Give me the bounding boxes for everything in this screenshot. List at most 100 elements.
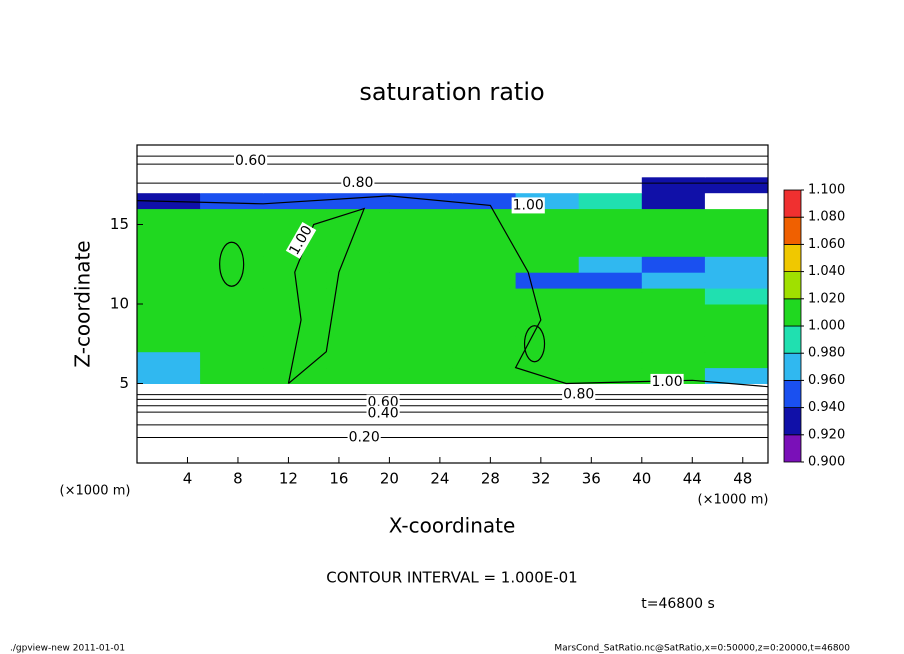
heatmap-cell [200,447,264,464]
heatmap-cell [200,256,264,273]
heatmap-cell [704,224,769,241]
y-tick-label: 10 [110,295,129,313]
heatmap-cell [704,415,769,432]
heatmap-cell [389,304,453,321]
heatmap-cell [263,367,327,384]
colorbar-swatch [783,189,802,218]
x-tick-label: 32 [531,470,550,488]
contour-line [523,325,546,363]
heatmap-cell [704,208,769,225]
contour-label-bg [650,373,684,390]
heatmap-cell [137,351,201,369]
heatmap-cell [578,351,643,369]
heatmap-cell [641,304,706,321]
contour-label-bg [341,175,375,192]
contour-label-bg [233,152,268,169]
heatmap-cell [389,447,453,464]
heatmap-cell [704,319,769,337]
heatmap-cell [578,447,643,464]
time-label: t=46800 s [641,596,715,612]
heatmap-cell [452,272,517,289]
heatmap-cell [200,431,264,448]
colorbar-swatch [783,298,802,327]
colorbar-label: 0.940 [808,400,845,415]
colorbar-label: 1.060 [808,237,845,252]
heatmap-cell [263,383,327,400]
heatmap-cell [452,176,517,194]
heatmap-cell [578,367,643,384]
colorbar-swatch [783,379,802,408]
heatmap-cell [515,304,580,321]
heatmap-cell [389,288,453,305]
contour-label-bg [366,405,400,422]
heatmap-cell [452,192,517,210]
heatmap-cell [578,335,643,353]
x-tick-label: 36 [582,470,601,488]
colorbar-swatch [783,325,802,354]
contour-label-bg [511,197,545,214]
heatmap-cell [641,335,706,353]
heatmap-cell [389,160,453,178]
heatmap-cell [515,319,580,337]
heatmap-cell [515,431,580,448]
heatmap-cell [515,367,580,384]
heatmap-cell [452,415,517,432]
heatmap-cell [641,399,706,416]
contour-label: 1.00 [513,197,544,213]
colorbar-swatch [783,407,802,436]
heatmap-cell [641,160,706,178]
heatmap-cell [263,415,327,432]
heatmap-cell [137,367,201,384]
heatmap-cell [389,240,453,257]
colorbar-label: 0.960 [808,373,845,388]
contour-label: 0.80 [563,387,594,403]
heatmap-cell [389,176,453,194]
x-tick-label: 40 [632,470,651,488]
heatmap-cell [578,288,643,305]
heatmap-cell [326,272,390,289]
heatmap-cell [137,335,201,353]
heatmap-cell [452,447,517,464]
heatmap-cell [137,399,201,416]
heatmap-cell [641,351,706,369]
heatmap-cell [578,415,643,432]
heatmap-cell [704,383,769,400]
heatmap-cell [200,240,264,257]
x-tick-label: 44 [683,470,702,488]
heatmap-cell [704,335,769,353]
heatmap-cell [578,272,643,289]
heatmap-cell [263,335,327,353]
contour-interval: CONTOUR INTERVAL = 1.000E-01 [326,569,577,587]
chart-title: saturation ratio [359,78,544,106]
colorbar-swatch [783,216,802,245]
heatmap-cell [137,272,201,289]
heatmap-cell [200,351,264,369]
colorbar-label: 1.020 [808,291,845,306]
heatmap-cell [326,304,390,321]
heatmap-cell [137,319,201,337]
contour-label-bg [285,222,317,259]
heatmap-cell [389,319,453,337]
x-unit-label: (×1000 m) [60,484,131,499]
contour-label: 0.40 [368,406,399,422]
heatmap-cell [452,208,517,225]
heatmap-cell [326,367,390,384]
heatmap-cell [578,160,643,178]
contour-label-bg [347,429,381,446]
footer-left: ./gpview-new 2011-01-01 [10,644,125,654]
heatmap-cell [137,431,201,448]
heatmap-cell [704,145,769,162]
heatmap-cell [704,160,769,178]
heatmap-cell [263,399,327,416]
heatmap-cell [200,224,264,241]
heatmap-cell [263,192,327,210]
colorbar-label: 1.040 [808,264,845,279]
heatmap-cell [389,335,453,353]
heatmap-cell [389,415,453,432]
heatmap-cell [578,192,643,210]
heatmap-cell [200,176,264,194]
x-tick-label: 4 [183,470,193,488]
x-tick-label: 20 [380,470,399,488]
heatmap-cell [137,256,201,273]
heatmap-cell [641,256,706,273]
